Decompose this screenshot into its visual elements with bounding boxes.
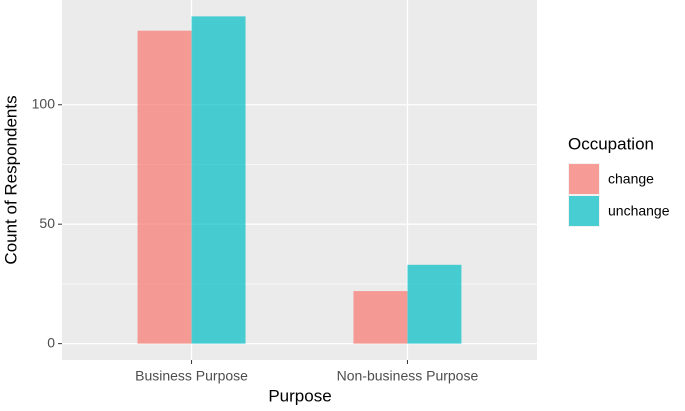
legend-swatch [569,196,599,226]
bar [191,16,246,344]
x-axis-title: Purpose [268,386,331,405]
legend-swatch [569,164,599,194]
y-tick-label: 0 [47,334,55,350]
panel-background [62,0,537,360]
y-axis-title: Count of Respondents [1,95,20,264]
bar [407,264,462,344]
y-tick-label: 100 [32,95,56,111]
legend-label: change [608,171,654,187]
legend-title: Occupation [568,134,654,153]
bar [353,291,408,344]
x-tick-label: Business Purpose [135,368,248,384]
y-tick-label: 50 [39,215,55,231]
legend-label: unchange [608,203,670,219]
x-tick-label: Non-business Purpose [337,368,479,384]
bar [137,30,192,344]
